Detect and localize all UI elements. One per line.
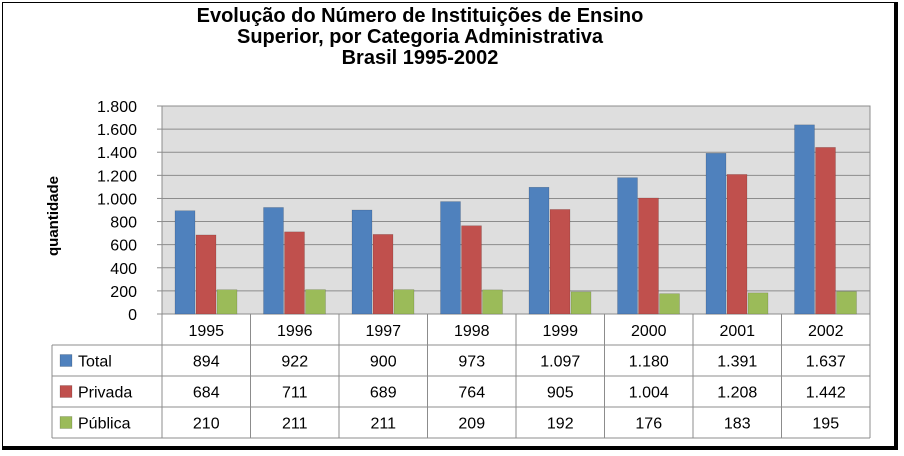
bar-pblica-2000 — [659, 293, 680, 315]
bar-total-1997 — [351, 209, 373, 315]
bar-total-2001 — [705, 153, 727, 315]
data-label: 1.391 — [717, 354, 757, 371]
chart-title-line-3: Brasil 1995-2002 — [341, 47, 499, 69]
bar-pblica-1995 — [216, 289, 238, 315]
bar-privada-1997 — [372, 234, 394, 315]
y-tick-label: 200 — [110, 284, 137, 301]
data-label: 1.637 — [806, 354, 846, 371]
data-label: 209 — [458, 416, 485, 433]
y-tick-label: 1.000 — [97, 191, 137, 208]
bar-pblica-2002 — [836, 291, 857, 315]
bar-total-2000 — [617, 177, 638, 315]
x-tick-label: 2002 — [808, 323, 844, 340]
data-label: 894 — [193, 354, 220, 371]
y-tick-label: 1.400 — [97, 145, 137, 162]
y-tick-label: 0 — [128, 307, 137, 324]
x-tick-label: 1998 — [454, 323, 490, 340]
x-tick-label: 1997 — [365, 323, 401, 340]
bar-privada-2002 — [815, 147, 836, 315]
bar-total-1996 — [263, 207, 284, 315]
bar-privada-1998 — [461, 225, 482, 315]
data-label: 183 — [724, 416, 751, 433]
bar-pblica-1996 — [305, 289, 326, 315]
data-label: 210 — [193, 416, 220, 433]
y-tick-label: 1.600 — [97, 122, 137, 139]
data-label: 192 — [547, 416, 574, 433]
bar-privada-1995 — [195, 234, 217, 315]
data-label: 211 — [282, 416, 308, 433]
legend-label: Pública — [78, 416, 131, 433]
bar-total-1995 — [174, 210, 196, 315]
bar-pblica-1997 — [393, 289, 415, 315]
chart-title: Evolução do Número de Instituições de En… — [110, 6, 730, 69]
bar-pblica-1999 — [570, 291, 592, 315]
chart-title-line-2: Superior, por Categoria Administrativa — [236, 26, 603, 48]
data-label: 1.180 — [629, 354, 669, 371]
data-label: 900 — [370, 354, 397, 371]
y-tick-label: 600 — [110, 238, 137, 255]
chart-title-line-1: Evolução do Número de Instituições de En… — [196, 5, 644, 27]
bar-total-2002 — [794, 124, 815, 315]
legend-key-total — [59, 354, 73, 367]
legend-label: Total — [78, 354, 112, 371]
data-label: 176 — [635, 416, 662, 433]
bar-total-1998 — [440, 201, 461, 315]
legend-label: Privada — [78, 385, 132, 402]
data-label: 905 — [547, 385, 574, 402]
data-label: 764 — [458, 385, 485, 402]
data-label: 922 — [281, 354, 308, 371]
data-label: 211 — [370, 416, 396, 433]
data-label: 684 — [193, 385, 220, 402]
data-label: 195 — [812, 416, 839, 433]
x-tick-label: 1996 — [277, 323, 313, 340]
bar-privada-2000 — [638, 197, 659, 315]
bar-total-1999 — [528, 186, 550, 315]
bar-pblica-2001 — [747, 292, 769, 315]
y-tick-label: 1.200 — [97, 168, 137, 185]
data-label: 1.097 — [540, 354, 580, 371]
data-label: 1.442 — [806, 385, 846, 402]
bar-pblica-1998 — [482, 289, 503, 315]
y-tick-label: 1.800 — [97, 99, 137, 116]
x-tick-label: 1999 — [542, 323, 578, 340]
bar-privada-1996 — [284, 231, 305, 315]
legend-key-privada — [59, 385, 73, 398]
data-label: 1.004 — [629, 385, 669, 402]
y-axis-label: quantidade — [45, 176, 62, 256]
x-tick-label: 2000 — [631, 323, 667, 340]
x-tick-label: 1995 — [188, 323, 224, 340]
data-label: 973 — [458, 354, 485, 371]
bar-privada-2001 — [726, 174, 748, 315]
x-tick-label: 2001 — [719, 323, 755, 340]
y-tick-label: 800 — [110, 215, 137, 232]
bar-privada-1999 — [549, 209, 571, 315]
data-label: 711 — [282, 385, 308, 402]
y-tick-label: 400 — [110, 261, 137, 278]
data-label: 1.208 — [717, 385, 757, 402]
legend-key-pblica — [59, 416, 73, 429]
data-label: 689 — [370, 385, 397, 402]
